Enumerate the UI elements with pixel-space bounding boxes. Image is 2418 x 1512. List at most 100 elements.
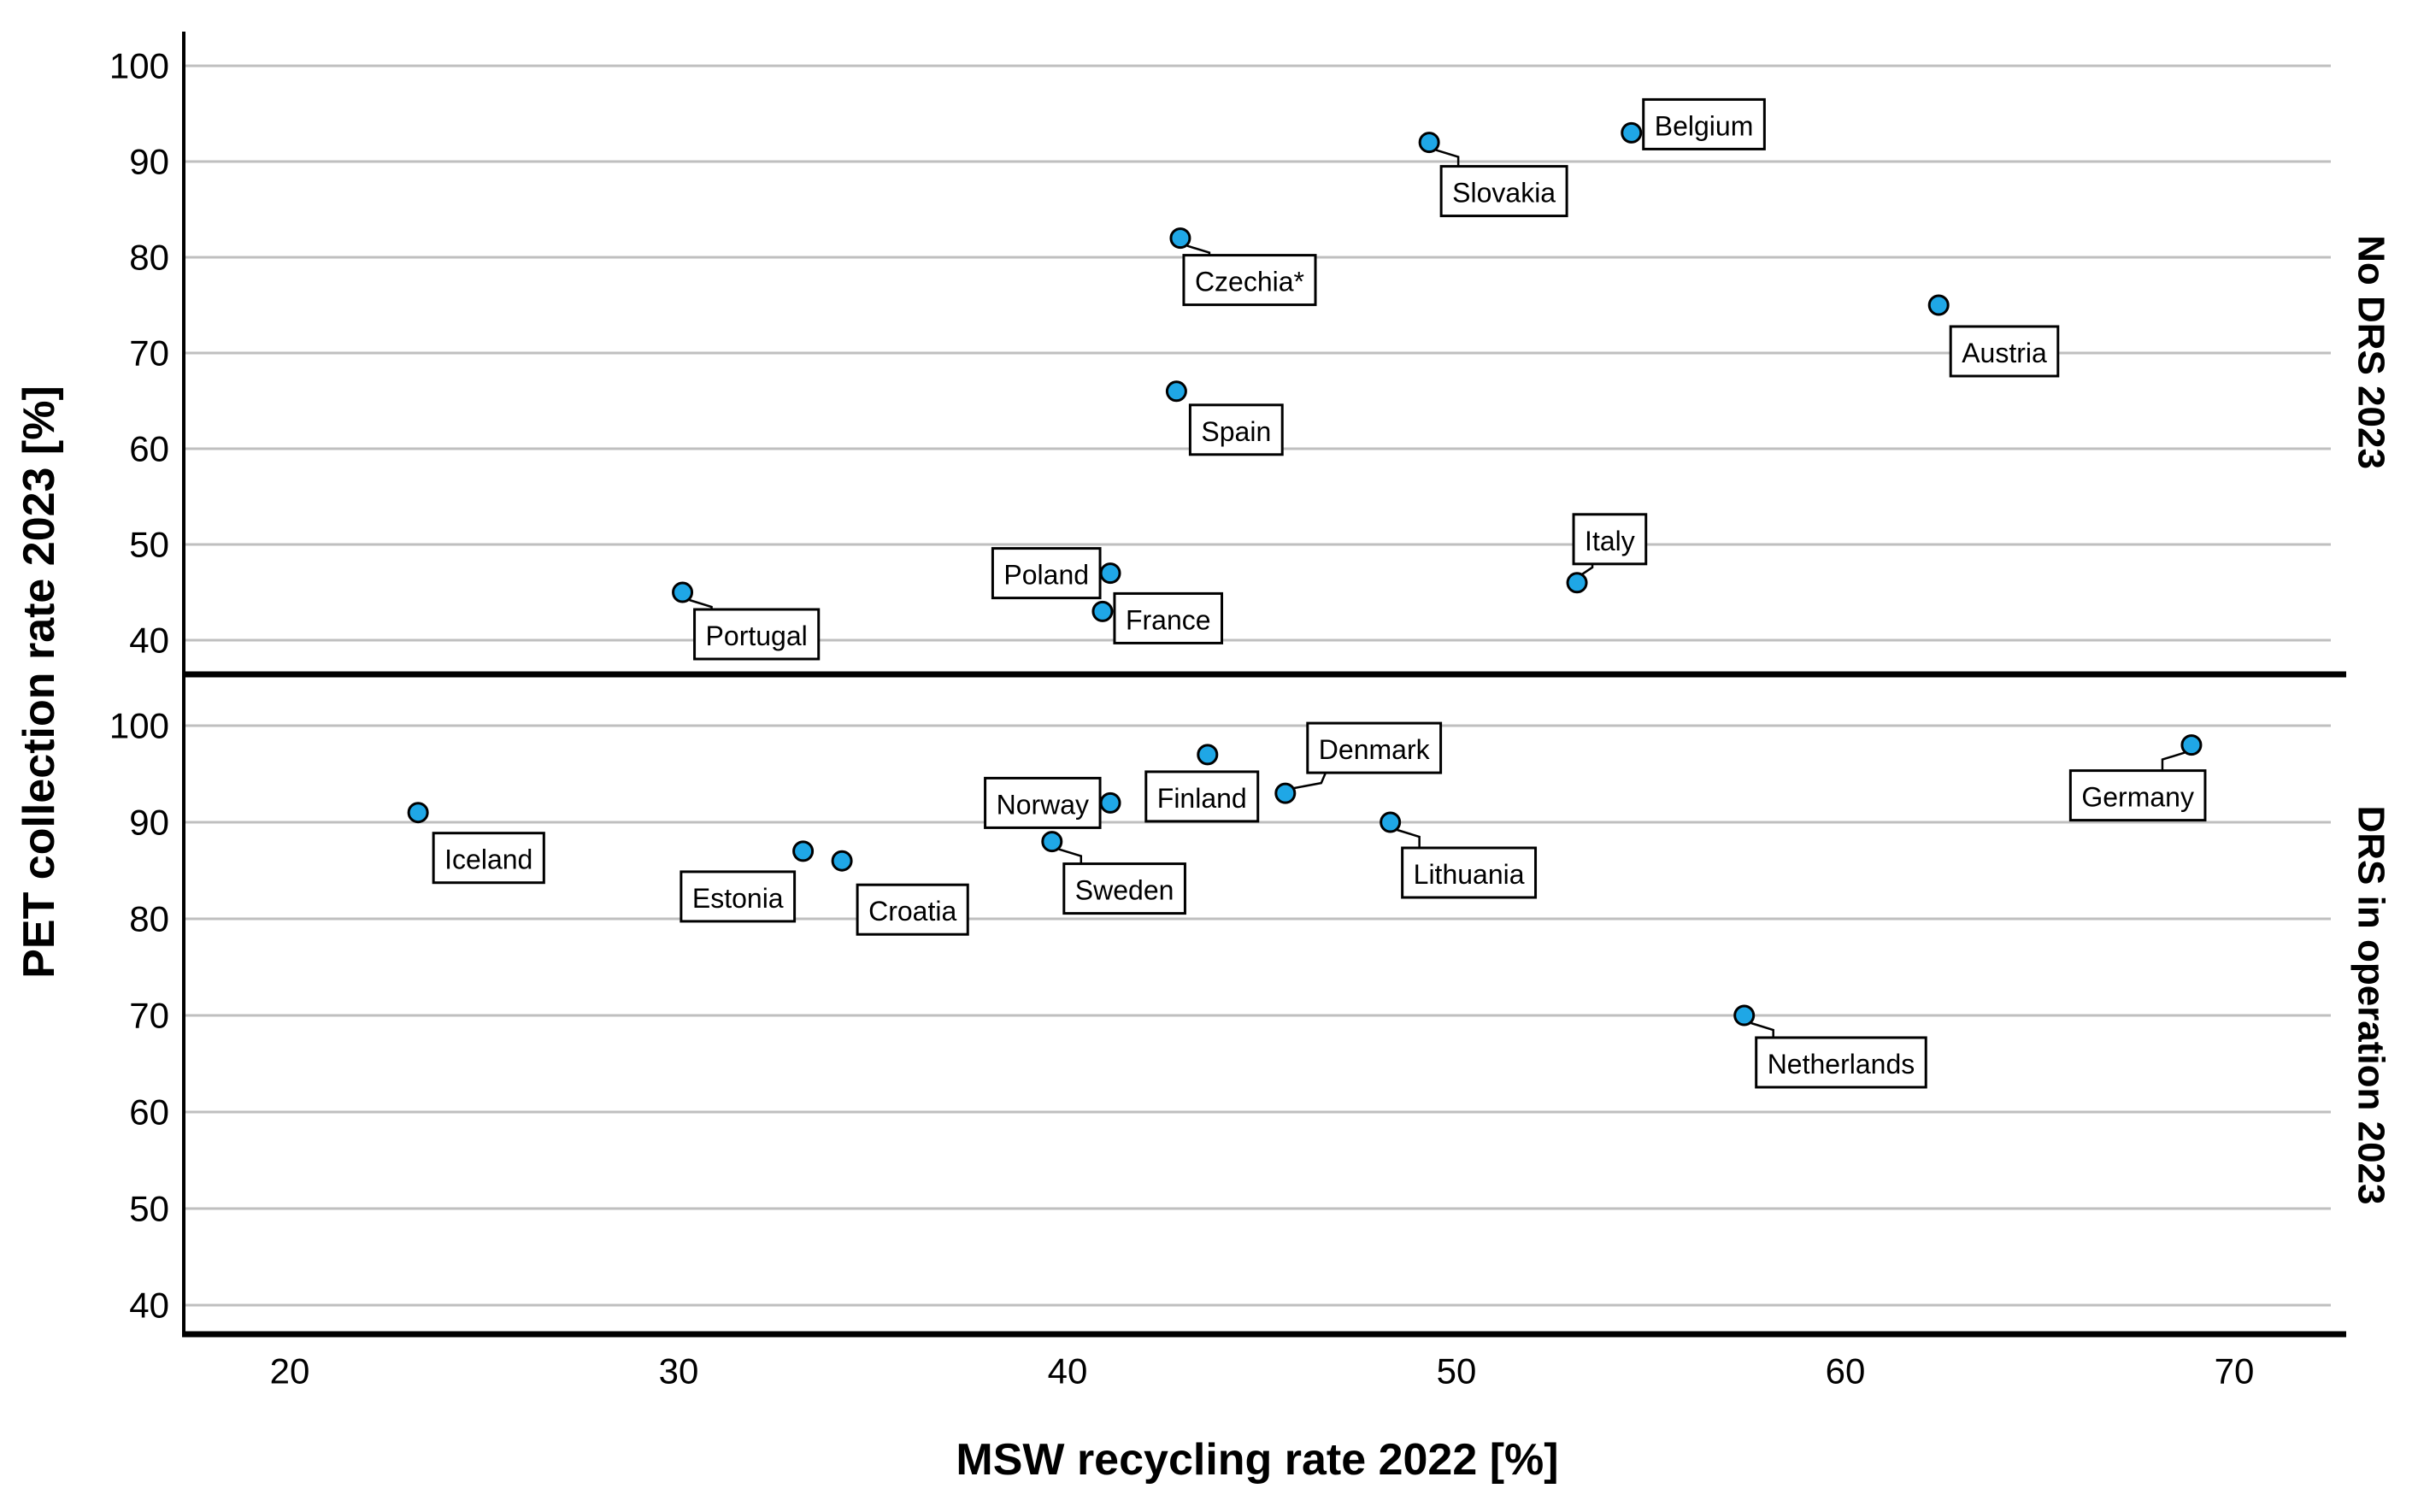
y-axis-title: PET collection rate 2023 [%] bbox=[15, 385, 64, 979]
y-tick-label: 60 bbox=[129, 429, 169, 469]
country-label-text-austria: Austria bbox=[1962, 338, 2047, 368]
country-label-box-netherlands bbox=[1755, 1036, 1927, 1089]
country-label-text-lithuania: Lithuania bbox=[1414, 859, 1525, 890]
country-label-text-estonia: Estonia bbox=[692, 883, 784, 914]
data-point-slovakia bbox=[1418, 132, 1440, 154]
country-label-italy: Italy bbox=[1572, 513, 1648, 566]
y-tick-label: 50 bbox=[129, 1189, 169, 1229]
y-tick-label: 100 bbox=[109, 706, 169, 746]
x-tick-label: 60 bbox=[1826, 1351, 1866, 1391]
country-label-croatia: Croatia bbox=[856, 883, 969, 936]
country-label-lithuania: Lithuania bbox=[1401, 846, 1538, 899]
country-label-text-croatia: Croatia bbox=[868, 896, 956, 927]
country-label-spain: Spain bbox=[1188, 403, 1284, 456]
data-point-spain bbox=[1165, 380, 1187, 403]
x-tick-label: 50 bbox=[1437, 1351, 1477, 1391]
data-point-finland bbox=[1197, 744, 1219, 766]
country-label-text-italy: Italy bbox=[1585, 526, 1635, 556]
country-label-box-sweden bbox=[1062, 862, 1186, 915]
data-point-iceland bbox=[407, 802, 429, 824]
country-label-box-poland bbox=[991, 547, 1102, 600]
country-label-box-denmark bbox=[1306, 721, 1443, 774]
country-label-box-spain bbox=[1188, 403, 1284, 456]
country-label-box-austria bbox=[1949, 325, 2060, 378]
country-label-sweden: Sweden bbox=[1062, 862, 1186, 915]
panel-label-no-drs: No DRS 2023 bbox=[2350, 235, 2392, 469]
data-point-czechia bbox=[1169, 227, 1191, 250]
country-label-norway: Norway bbox=[984, 776, 1102, 829]
country-label-denmark: Denmark bbox=[1306, 721, 1443, 774]
data-point-poland bbox=[1099, 562, 1121, 585]
country-label-box-portugal bbox=[693, 608, 821, 661]
leader-line-sweden bbox=[1058, 848, 1083, 866]
data-point-austria bbox=[1927, 294, 1950, 316]
country-label-text-spain: Spain bbox=[1201, 416, 1271, 447]
country-label-box-croatia bbox=[856, 883, 969, 936]
country-label-text-portugal: Portugal bbox=[706, 621, 808, 651]
leader-line-italy bbox=[1581, 563, 1594, 575]
country-label-box-lithuania bbox=[1401, 846, 1538, 899]
country-label-box-slovakia bbox=[1439, 165, 1568, 218]
country-label-box-belgium bbox=[1642, 97, 1766, 150]
data-point-belgium bbox=[1621, 121, 1643, 144]
country-label-box-czechia bbox=[1182, 254, 1317, 307]
data-point-france bbox=[1091, 600, 1114, 622]
country-label-text-denmark: Denmark bbox=[1319, 734, 1431, 765]
data-point-lithuania bbox=[1380, 811, 1402, 833]
gridlines bbox=[185, 64, 2331, 1307]
country-label-finland: Finland bbox=[1144, 770, 1260, 823]
data-point-denmark bbox=[1274, 782, 1297, 804]
x-tick-label: 30 bbox=[659, 1351, 699, 1391]
y-tick-label: 80 bbox=[129, 238, 169, 278]
x-tick-label: 20 bbox=[270, 1351, 310, 1391]
country-label-belgium: Belgium bbox=[1642, 97, 1766, 150]
data-point-croatia bbox=[831, 850, 853, 872]
data-point-netherlands bbox=[1733, 1004, 1756, 1027]
axis-lines bbox=[182, 32, 2346, 1338]
country-label-iceland: Iceland bbox=[432, 832, 545, 885]
x-tick-label: 40 bbox=[1048, 1351, 1088, 1391]
country-label-text-slovakia: Slovakia bbox=[1452, 178, 1556, 209]
leader-line-germany bbox=[2161, 751, 2186, 773]
country-label-netherlands: Netherlands bbox=[1755, 1036, 1927, 1089]
country-label-box-france bbox=[1113, 591, 1224, 644]
country-label-text-norway: Norway bbox=[997, 789, 1089, 820]
country-label-text-sweden: Sweden bbox=[1075, 875, 1174, 906]
country-label-box-finland bbox=[1144, 770, 1260, 823]
panel-label-drs-in-operation: DRS in operation 2023 bbox=[2350, 805, 2392, 1204]
country-label-text-germany: Germany bbox=[2081, 782, 2194, 813]
country-label-text-iceland: Iceland bbox=[444, 844, 532, 875]
country-label-germany: Germany bbox=[2068, 769, 2207, 822]
country-label-text-czechia: Czechia* bbox=[1195, 267, 1304, 297]
data-point-italy bbox=[1566, 572, 1588, 594]
country-label-box-italy bbox=[1572, 513, 1648, 566]
country-label-portugal: Portugal bbox=[693, 608, 821, 661]
country-label-box-estonia bbox=[680, 870, 797, 923]
y-tick-label: 50 bbox=[129, 525, 169, 565]
country-label-france: France bbox=[1113, 591, 1224, 644]
y-tick-label: 40 bbox=[129, 1285, 169, 1326]
country-label-slovakia: Slovakia bbox=[1439, 165, 1568, 218]
tick-labels: 100 90 80 70 60 50 40 100 90 80 70 60 50 40 20 30 40 50 60… bbox=[109, 46, 2254, 1391]
data-point-germany bbox=[2180, 734, 2203, 756]
data-point-norway bbox=[1099, 791, 1121, 814]
country-label-poland: Poland bbox=[991, 547, 1102, 600]
leader-line-denmark bbox=[1293, 770, 1327, 790]
country-label-estonia: Estonia bbox=[680, 870, 797, 923]
country-label-text-netherlands: Netherlands bbox=[1768, 1049, 1915, 1080]
y-tick-label: 90 bbox=[129, 142, 169, 182]
leader-line-netherlands bbox=[1750, 1021, 1774, 1039]
y-tick-label: 40 bbox=[129, 621, 169, 661]
y-tick-label: 80 bbox=[129, 899, 169, 939]
country-label-text-belgium: Belgium bbox=[1655, 110, 1754, 141]
country-label-box-germany bbox=[2068, 769, 2207, 822]
y-tick-label: 70 bbox=[129, 333, 169, 374]
y-tick-label: 70 bbox=[129, 996, 169, 1036]
country-label-box-iceland bbox=[432, 832, 545, 885]
country-label-text-france: France bbox=[1126, 604, 1211, 635]
data-points bbox=[407, 121, 2203, 1027]
y-tick-label: 90 bbox=[129, 803, 169, 843]
data-point-portugal bbox=[672, 581, 694, 603]
